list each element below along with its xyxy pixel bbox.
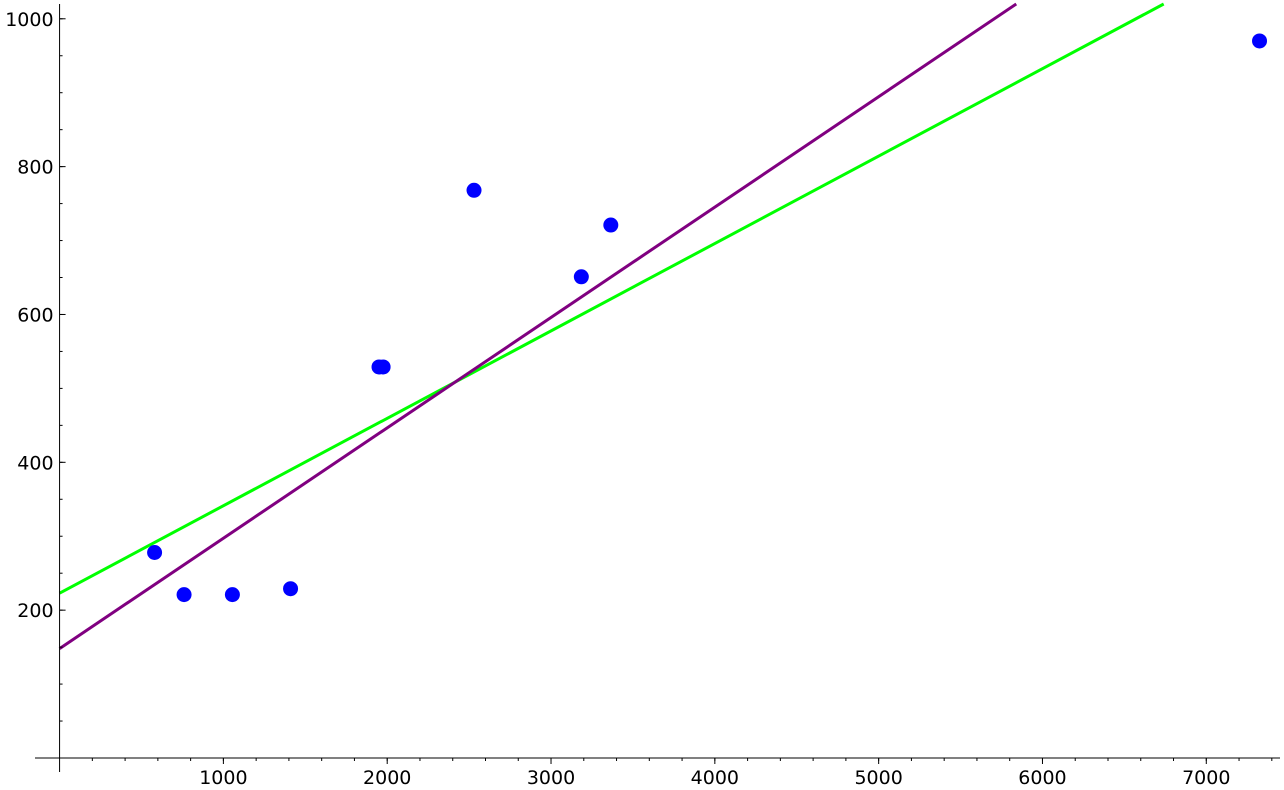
data-point (176, 587, 192, 603)
x-tick-label: 7000 (1182, 767, 1230, 789)
data-points-layer (147, 33, 1268, 603)
fit-lines-layer (58, 2, 1165, 650)
y-tick-label: 1000 (5, 9, 53, 31)
x-tick-label: 2000 (363, 767, 411, 789)
fit-line-2 (58, 2, 1018, 650)
x-tick-label: 1000 (199, 767, 247, 789)
x-tick-label: 3000 (527, 767, 575, 789)
data-point (283, 581, 299, 597)
y-tick-label: 800 (17, 157, 53, 179)
data-point (224, 587, 240, 603)
axes: 1000 2000 3000 4000 5000 6000 7000 200 400 600 800… (5, 4, 1280, 789)
data-point (603, 217, 619, 233)
data-point (147, 544, 163, 560)
data-point (1252, 33, 1268, 49)
y-tick-label: 400 (17, 452, 53, 474)
data-point (573, 269, 589, 285)
x-tick-label: 6000 (1018, 767, 1066, 789)
x-tick-label: 4000 (691, 767, 739, 789)
y-tick-label: 600 (17, 304, 53, 326)
data-point (466, 182, 482, 198)
y-tick-label: 200 (17, 600, 53, 622)
x-tick-label: 5000 (854, 767, 902, 789)
data-point (375, 359, 391, 375)
fit-line-1 (58, 2, 1165, 595)
